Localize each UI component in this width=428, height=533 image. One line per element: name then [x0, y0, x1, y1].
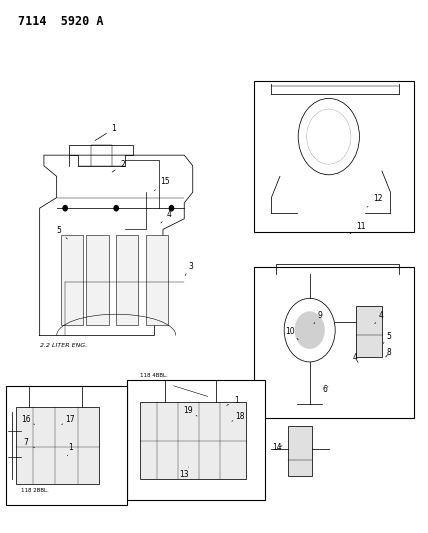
- Circle shape: [295, 312, 324, 349]
- Text: 9: 9: [314, 311, 322, 324]
- Text: 1: 1: [95, 124, 116, 140]
- Text: 4: 4: [161, 210, 172, 223]
- Text: 7114  5920 A: 7114 5920 A: [18, 14, 104, 28]
- Bar: [357, 306, 382, 357]
- Circle shape: [169, 206, 174, 211]
- Text: 3: 3: [185, 262, 193, 276]
- Circle shape: [114, 206, 118, 211]
- Text: 15: 15: [155, 177, 170, 190]
- Text: 12: 12: [367, 194, 383, 207]
- Bar: [61, 235, 83, 325]
- Text: 8: 8: [386, 348, 392, 357]
- Text: 2.2 LITER ENG.: 2.2 LITER ENG.: [40, 343, 87, 348]
- Bar: [140, 402, 246, 479]
- Bar: [254, 81, 414, 232]
- Bar: [127, 381, 265, 500]
- Bar: [254, 266, 414, 418]
- Bar: [288, 425, 312, 476]
- Text: 14: 14: [272, 443, 282, 453]
- Text: 4: 4: [375, 311, 383, 324]
- Text: 10: 10: [285, 327, 298, 340]
- Text: 16: 16: [21, 415, 35, 424]
- Bar: [146, 235, 168, 325]
- Text: 118 4BBL.: 118 4BBL.: [140, 373, 167, 378]
- Text: 118 2BBL.: 118 2BBL.: [21, 488, 48, 493]
- Text: 7: 7: [24, 438, 35, 448]
- Text: 1: 1: [67, 443, 73, 456]
- Bar: [16, 407, 99, 484]
- Text: 2: 2: [112, 160, 125, 172]
- Circle shape: [63, 206, 67, 211]
- Text: 4: 4: [353, 353, 358, 362]
- Text: 5: 5: [383, 332, 392, 343]
- Bar: [116, 235, 138, 325]
- Text: 13: 13: [179, 467, 189, 479]
- Text: 5: 5: [56, 226, 67, 239]
- Text: 17: 17: [62, 415, 75, 424]
- Text: 11: 11: [350, 222, 366, 233]
- Bar: [86, 235, 109, 325]
- Text: 19: 19: [184, 406, 197, 416]
- Text: 1: 1: [227, 395, 238, 406]
- Text: 18: 18: [232, 411, 245, 421]
- Bar: [6, 386, 127, 505]
- Text: 6: 6: [323, 385, 328, 394]
